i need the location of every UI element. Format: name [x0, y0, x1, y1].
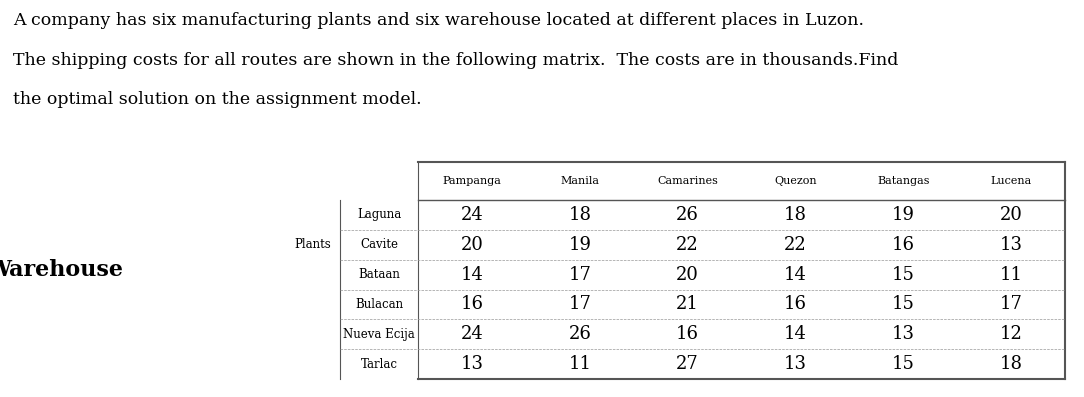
Text: Tarlac: Tarlac [361, 358, 398, 370]
Text: Nueva Ecija: Nueva Ecija [344, 328, 415, 341]
Text: 18: 18 [784, 206, 806, 224]
Text: 17: 17 [999, 295, 1022, 313]
Text: Laguna: Laguna [357, 208, 401, 222]
Text: 19: 19 [892, 206, 915, 224]
Text: 24: 24 [461, 206, 483, 224]
Text: 13: 13 [999, 236, 1022, 254]
Text: 24: 24 [461, 325, 483, 343]
Text: Camarines: Camarines [657, 176, 718, 186]
Text: 16: 16 [784, 295, 806, 313]
Text: 22: 22 [784, 236, 806, 254]
Text: 13: 13 [461, 355, 483, 373]
Text: Pampanga: Pampanga [442, 176, 502, 186]
Text: 21: 21 [676, 295, 699, 313]
Text: 15: 15 [892, 355, 915, 373]
Text: Cavite: Cavite [360, 238, 398, 251]
Text: Manila: Manila [560, 176, 599, 186]
Text: 22: 22 [676, 236, 699, 254]
Text: A company has six manufacturing plants and six warehouse located at different pl: A company has six manufacturing plants a… [13, 12, 864, 29]
Text: Bataan: Bataan [358, 268, 400, 281]
Text: Batangas: Batangas [877, 176, 929, 186]
Text: 11: 11 [568, 355, 591, 373]
Text: Lucena: Lucena [991, 176, 1032, 186]
Text: 15: 15 [892, 295, 915, 313]
Text: 16: 16 [676, 325, 699, 343]
Text: 17: 17 [568, 266, 591, 283]
Text: 20: 20 [676, 266, 699, 283]
Text: 20: 20 [461, 236, 483, 254]
Text: The shipping costs for all routes are shown in the following matrix.  The costs : The shipping costs for all routes are sh… [13, 52, 899, 69]
Text: 11: 11 [999, 266, 1022, 283]
Text: Quezon: Quezon [774, 176, 816, 186]
Text: 16: 16 [892, 236, 915, 254]
Text: 14: 14 [784, 325, 806, 343]
Text: 18: 18 [999, 355, 1022, 373]
Text: 15: 15 [892, 266, 915, 283]
Text: 16: 16 [461, 295, 483, 313]
Text: 12: 12 [999, 325, 1022, 343]
Text: Warehouse: Warehouse [0, 260, 124, 281]
Text: Bulacan: Bulacan [354, 298, 403, 311]
Text: 26: 26 [676, 206, 699, 224]
Text: 17: 17 [568, 295, 591, 313]
Text: 20: 20 [999, 206, 1022, 224]
Text: 18: 18 [568, 206, 591, 224]
Text: 13: 13 [784, 355, 806, 373]
Text: 13: 13 [892, 325, 915, 343]
Text: Plants: Plants [294, 238, 331, 251]
Text: 19: 19 [568, 236, 591, 254]
Text: 14: 14 [784, 266, 806, 283]
Text: the optimal solution on the assignment model.: the optimal solution on the assignment m… [13, 91, 422, 108]
Text: 14: 14 [461, 266, 483, 283]
Text: 27: 27 [676, 355, 699, 373]
Text: 26: 26 [568, 325, 591, 343]
